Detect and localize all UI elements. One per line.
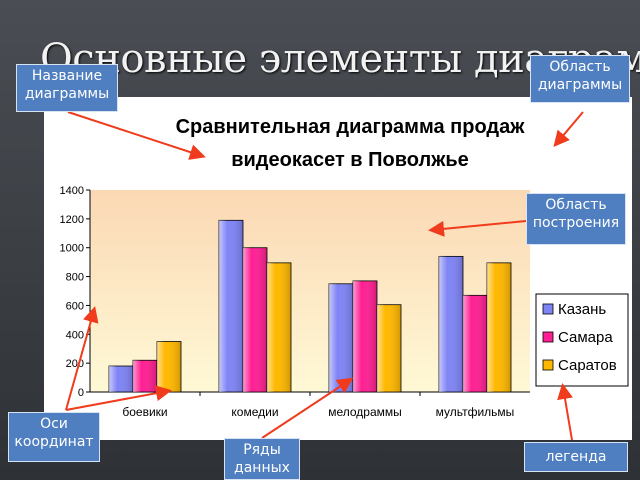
callout-chart-title: Название диаграммы — [16, 64, 118, 112]
data-series — [108, 219, 512, 393]
bar-shading — [377, 304, 401, 392]
bar-shading — [243, 247, 267, 392]
y-tick-label: 1000 — [60, 243, 84, 255]
x-tick-label: комедии — [231, 405, 278, 419]
bar-shading — [219, 220, 243, 392]
chart-title-line: видеокасет в Поволжье — [231, 149, 469, 171]
y-axis: 0 200 400 600 800 1000 1200 1400 — [60, 185, 91, 399]
y-tick-label: 1200 — [60, 214, 84, 226]
callout-series: Ряды данных — [224, 438, 300, 480]
bar-shading — [353, 280, 377, 392]
legend: Казань Самара Саратов — [535, 293, 629, 387]
callout-chart-area: Область диаграммы — [530, 55, 630, 103]
y-tick-label: 0 — [78, 387, 84, 399]
bar-shading — [267, 262, 291, 392]
y-tick-label: 800 — [66, 272, 84, 284]
bar-shading — [439, 256, 463, 392]
legend-label: Самара — [558, 329, 613, 346]
callout-legend: легенда — [524, 442, 628, 472]
bar-shading — [133, 360, 157, 392]
bar-shading — [463, 295, 487, 392]
bar-shading — [487, 262, 511, 392]
bar-shading — [109, 366, 133, 392]
x-axis: боевики комедии мелодраммы мультфильмы — [90, 391, 530, 419]
legend-swatch — [542, 331, 554, 343]
x-tick-label: мелодраммы — [328, 405, 402, 419]
y-tick-label: 1400 — [60, 185, 84, 197]
callout-plot-area: Область построения — [526, 193, 626, 245]
bar-shading — [329, 283, 353, 392]
y-tick-label: 400 — [66, 329, 84, 341]
x-tick-label: боевики — [122, 405, 167, 419]
legend-swatch — [542, 303, 554, 315]
callout-axes: Оси координат — [8, 412, 100, 462]
chart-title-line: Сравнительная диаграмма продаж — [176, 116, 526, 138]
legend-label: Казань — [558, 301, 606, 318]
y-tick-label: 600 — [66, 300, 84, 312]
legend-label: Саратов — [558, 357, 617, 374]
y-tick-label: 200 — [66, 358, 84, 370]
legend-swatch — [542, 359, 554, 371]
bar-shading — [157, 341, 181, 392]
x-tick-label: мультфильмы — [436, 405, 515, 419]
